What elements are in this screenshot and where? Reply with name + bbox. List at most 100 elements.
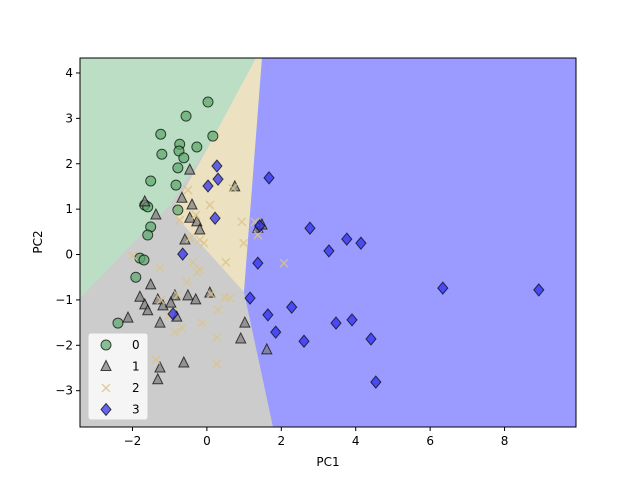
marker-triangle: [194, 222, 206, 235]
marker-circle: [156, 148, 168, 160]
marker-circle: [180, 110, 192, 122]
y-tick-label: −2: [55, 338, 73, 352]
marker-triangle: [100, 359, 112, 371]
legend-label: 1: [132, 360, 140, 374]
marker-diamond: [437, 281, 449, 295]
x-tick-label: 2: [277, 434, 285, 448]
marker-x: [212, 359, 222, 369]
marker-x: [156, 295, 166, 305]
marker-x: [199, 238, 209, 248]
marker-x: [205, 200, 215, 210]
marker-diamond: [244, 291, 256, 305]
marker-triangle: [186, 197, 198, 210]
marker-triangle: [134, 290, 146, 302]
marker-circle: [155, 128, 167, 140]
marker-triangle: [182, 288, 194, 301]
region-0: [80, 58, 256, 298]
marker-diamond: [330, 316, 342, 330]
marker-diamond: [212, 172, 224, 186]
marker-x: [128, 251, 138, 261]
marker-diamond: [533, 283, 545, 297]
marker-triangle: [178, 355, 190, 368]
marker-triangle: [183, 211, 196, 223]
y-tick-label: 4: [65, 66, 73, 80]
marker-x: [173, 290, 183, 300]
marker-x: [197, 318, 207, 328]
marker-diamond: [365, 332, 377, 346]
marker-x: [220, 292, 230, 302]
marker-x: [170, 327, 180, 337]
marker-triangle: [234, 331, 247, 344]
x-tick-label: 6: [426, 434, 434, 448]
marker-x: [253, 230, 263, 240]
marker-x: [188, 257, 198, 267]
marker-x: [191, 210, 201, 220]
marker-triangle: [138, 194, 151, 207]
y-tick-label: 2: [65, 157, 73, 171]
marker-x: [177, 323, 187, 333]
x-tick-label: 0: [203, 434, 211, 448]
marker-triangle: [191, 214, 203, 227]
marker-circle: [130, 271, 142, 283]
marker-circle: [170, 179, 182, 191]
y-axis-label: PC2: [31, 230, 45, 253]
marker-diamond: [346, 313, 358, 327]
legend-label: 0: [132, 338, 140, 352]
marker-circle: [191, 141, 203, 153]
marker-x: [279, 258, 289, 268]
marker-triangle: [164, 295, 177, 308]
x-tick-label: 4: [352, 434, 360, 448]
decision-regions: [80, 58, 576, 427]
marker-diamond: [355, 236, 367, 250]
marker-triangle: [189, 292, 202, 305]
marker-triangle: [122, 310, 134, 323]
marker-diamond: [341, 232, 353, 246]
marker-x: [175, 215, 185, 225]
marker-circle: [178, 152, 190, 164]
legend-label: 3: [132, 403, 140, 417]
marker-diamond: [262, 308, 274, 322]
marker-circle: [100, 339, 112, 351]
marker-diamond: [286, 300, 298, 314]
y-tick-label: 3: [65, 111, 73, 125]
legend-label: 2: [132, 381, 140, 395]
marker-diamond: [298, 334, 310, 348]
marker-diamond: [209, 211, 221, 225]
marker-diamond: [202, 179, 214, 193]
marker-x: [155, 263, 165, 273]
marker-diamond: [252, 256, 264, 270]
marker-x: [101, 383, 111, 393]
marker-x: [206, 289, 216, 299]
marker-x: [228, 183, 238, 193]
marker-triangle: [141, 303, 154, 316]
marker-triangle: [183, 162, 196, 175]
marker-diamond: [167, 307, 179, 321]
legend: 0 1 2 3: [87, 332, 149, 421]
marker-triangle: [154, 315, 166, 328]
marker-diamond: [177, 247, 189, 261]
marker-diamond: [370, 375, 382, 389]
points: [112, 96, 545, 389]
marker-diamond: [323, 244, 335, 258]
y-tick-label: 1: [65, 202, 73, 216]
marker-x: [221, 257, 231, 267]
marker-x: [182, 277, 192, 287]
marker-circle: [145, 175, 157, 187]
marker-circle: [142, 229, 154, 241]
marker-circle: [172, 204, 184, 216]
marker-triangle: [151, 372, 164, 385]
marker-x: [213, 305, 223, 315]
marker-triangle: [150, 207, 162, 220]
marker-circle: [138, 254, 150, 266]
region-3: [244, 58, 576, 427]
x-tick-label: −2: [124, 434, 142, 448]
y-tick-label: −3: [55, 384, 73, 398]
marker-diamond: [211, 159, 223, 173]
y-tick-label: 0: [65, 248, 73, 262]
marker-diamond: [254, 219, 266, 233]
marker-triangle: [154, 360, 166, 373]
marker-triangle: [176, 191, 188, 203]
marker-diamond: [100, 402, 112, 417]
marker-x: [185, 233, 195, 243]
